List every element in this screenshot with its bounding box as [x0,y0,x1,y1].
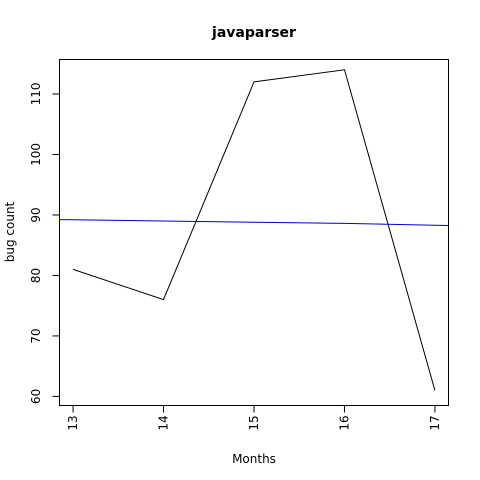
y-tick-label: 80 [29,268,43,283]
y-axis-label: bug count [3,201,17,262]
x-axis-label: Months [232,452,276,466]
chart-title: javaparser [211,25,296,41]
y-tick-label: 100 [29,143,43,166]
x-tick-label: 15 [247,415,261,430]
x-tick-label: 17 [428,415,442,430]
y-tick-label: 90 [29,207,43,222]
x-tick-label: 14 [157,415,171,430]
series-layer [59,69,449,391]
series-line-1 [72,69,436,391]
y-axis: 60 70 80 90 100 110 [29,83,60,404]
x-tick-label: 16 [337,415,351,430]
series-line-2 [59,219,449,226]
y-tick-label: 60 [29,389,43,404]
y-tick-label: 110 [29,83,43,106]
x-axis: 13 14 15 16 17 [66,405,442,431]
y-tick-label: 70 [29,328,43,343]
x-tick-label: 13 [66,415,80,430]
